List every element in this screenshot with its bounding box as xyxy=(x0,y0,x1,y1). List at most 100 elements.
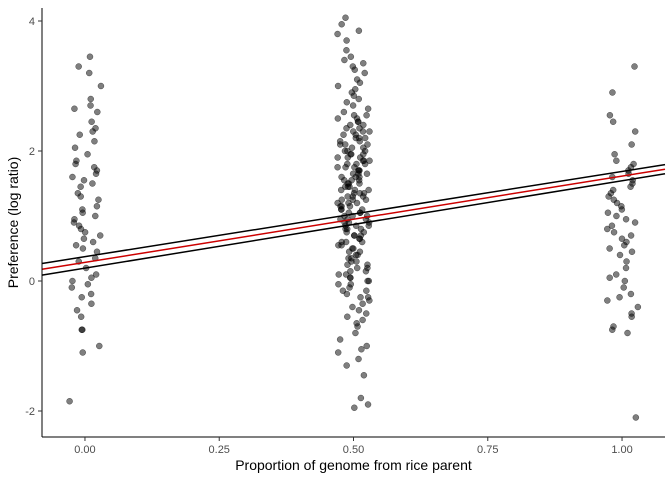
data-point xyxy=(355,355,362,363)
data-point xyxy=(621,277,629,285)
data-point xyxy=(347,268,354,275)
data-point xyxy=(357,294,364,301)
data-point xyxy=(94,108,101,116)
data-point xyxy=(353,258,360,265)
data-point xyxy=(334,164,341,171)
data-point xyxy=(338,21,345,28)
data-point xyxy=(604,225,611,233)
data-point xyxy=(355,118,362,125)
data-point xyxy=(611,151,618,158)
data-point xyxy=(363,112,370,119)
data-point xyxy=(362,310,370,317)
data-point xyxy=(359,300,366,307)
data-point xyxy=(343,362,350,369)
data-point xyxy=(624,329,631,337)
data-point xyxy=(352,329,359,337)
data-point xyxy=(609,89,616,96)
data-point xyxy=(76,131,83,138)
data-point xyxy=(354,323,361,330)
ci-lower-line xyxy=(41,173,666,276)
data-point xyxy=(606,112,614,119)
data-point xyxy=(355,27,363,34)
data-point xyxy=(338,242,345,249)
data-point xyxy=(84,281,92,288)
data-point xyxy=(613,199,621,207)
data-point xyxy=(355,307,363,314)
data-point xyxy=(344,154,352,161)
data-point xyxy=(345,248,353,255)
data-point xyxy=(618,235,626,242)
data-point xyxy=(72,242,80,249)
data-point xyxy=(96,232,104,239)
data-point xyxy=(363,170,371,177)
x-tick-label: 1.00 xyxy=(611,444,632,456)
data-point xyxy=(356,79,364,86)
data-point xyxy=(358,238,366,246)
data-point xyxy=(631,219,639,226)
data-point xyxy=(628,141,635,148)
data-point xyxy=(628,248,636,255)
data-point xyxy=(353,199,361,207)
data-point xyxy=(609,118,617,125)
data-point xyxy=(334,30,341,38)
data-point xyxy=(631,63,638,70)
data-point xyxy=(85,69,93,77)
data-point xyxy=(70,219,78,226)
data-point xyxy=(334,82,342,90)
data-point xyxy=(360,60,367,67)
data-point xyxy=(616,251,624,259)
data-point xyxy=(341,141,349,148)
data-point xyxy=(606,274,613,281)
data-point xyxy=(77,183,84,190)
data-point xyxy=(79,326,86,333)
data-point xyxy=(346,284,353,291)
data-point xyxy=(88,118,95,125)
y-axis-title: Preference (log ratio) xyxy=(5,157,21,289)
data-point xyxy=(338,206,345,213)
x-axis-ticks: 0.00 0.25 0.50 0.75 1.00 xyxy=(74,437,633,456)
data-point xyxy=(361,134,369,142)
data-point xyxy=(350,92,358,99)
data-point xyxy=(87,290,95,298)
data-point xyxy=(93,203,101,210)
data-point xyxy=(613,157,620,164)
data-point xyxy=(352,251,360,259)
data-point xyxy=(356,180,363,187)
data-point xyxy=(634,303,642,311)
y-axis-ticks: -2 0 2 4 xyxy=(25,16,42,418)
data-point xyxy=(359,316,366,324)
data-point xyxy=(81,229,89,236)
data-point xyxy=(613,212,620,220)
data-point xyxy=(351,66,358,73)
ci-upper-line xyxy=(41,163,666,265)
y-tick-label: 4 xyxy=(29,16,35,28)
data-point xyxy=(335,271,343,278)
x-axis-title: Proportion of genome from rice parent xyxy=(235,457,472,473)
data-point xyxy=(606,245,613,252)
data-point xyxy=(340,131,347,138)
data-point xyxy=(89,238,97,246)
data-point xyxy=(608,222,616,229)
data-point xyxy=(622,264,630,272)
data-point xyxy=(86,53,94,60)
data-point xyxy=(336,336,344,343)
data-point xyxy=(343,99,351,106)
data-point xyxy=(68,284,76,291)
x-tick-label: 0.75 xyxy=(477,444,498,456)
y-tick-label: 2 xyxy=(29,146,35,158)
data-point xyxy=(364,105,372,112)
data-point xyxy=(366,157,373,164)
data-point xyxy=(621,242,628,249)
data-point xyxy=(84,151,91,158)
data-point xyxy=(349,102,357,109)
data-point xyxy=(71,144,79,151)
fit-lines-layer xyxy=(41,163,666,276)
data-point xyxy=(77,193,84,200)
data-point xyxy=(362,268,370,275)
data-point xyxy=(79,245,87,252)
data-point xyxy=(92,170,100,177)
regression-line xyxy=(41,168,666,271)
data-point xyxy=(95,196,102,203)
data-point xyxy=(343,229,350,236)
